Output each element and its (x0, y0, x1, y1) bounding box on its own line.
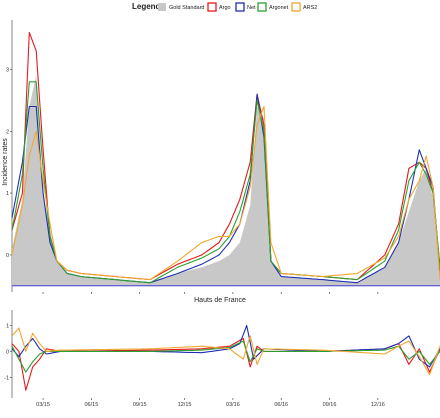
x-tick-label: 09/16 (323, 402, 337, 408)
residual-panel: -1 0 1 03/15 06/15 09/15 12/15 03/16 06/16 09/16 1… (4, 310, 440, 408)
legend-label: Argo (219, 5, 231, 11)
x-tick-label: 12/15 (178, 402, 192, 408)
x-tick-label: 03/15 (36, 402, 50, 408)
series-area-gold-standard (12, 75, 440, 286)
y-tick-label: 1 (6, 324, 9, 330)
legend-swatch (207, 2, 217, 12)
main-panel: 0 1 2 3 (6, 20, 440, 294)
legend-label: Argonet (269, 5, 289, 11)
y-tick-label: -1 (4, 375, 9, 381)
y-tick-label: 3 (6, 67, 9, 73)
series-line-argonet (11, 340, 440, 373)
y-axis-label: Incidence rates (2, 138, 9, 186)
legend-item-gold-standard: Gold Standard (158, 3, 204, 11)
y-tick-label: 0 (6, 253, 9, 259)
x-tick-label: 06/15 (85, 402, 99, 408)
x-tick-label: 09/15 (133, 402, 147, 408)
series-line-argo (11, 337, 440, 391)
x-axis-label: Hauts de France (194, 297, 246, 304)
series-line-argo (11, 31, 440, 281)
legend-swatch (291, 2, 301, 12)
legend-label: ARS2 (303, 5, 317, 11)
legend: Legend Gold Standard Argo Net Argonet ARS2 (132, 2, 317, 12)
x-tick-label: 03/16 (226, 402, 240, 408)
legend-swatch (158, 3, 166, 11)
series-line-ars2 (11, 105, 440, 281)
legend-item-net: Net (235, 2, 256, 12)
legend-item-argo: Argo (207, 2, 231, 12)
legend-items: Gold Standard Argo Net Argonet ARS2 (158, 2, 317, 12)
legend-item-argonet: Argonet (257, 2, 289, 12)
legend-item-ars2: ARS2 (291, 2, 317, 12)
y-tick-label: 2 (6, 129, 9, 135)
legend-title: Legend (132, 2, 161, 11)
series-line-net (11, 93, 440, 284)
x-tick-label: 06/16 (274, 402, 288, 408)
legend-label: Net (247, 5, 256, 11)
legend-swatch (235, 2, 245, 12)
x-tick-label: 12/16 (371, 402, 385, 408)
series-line-ars2 (11, 327, 440, 376)
y-tick-label: 1 (6, 191, 9, 197)
legend-swatch (257, 2, 267, 12)
series-line-argonet (11, 81, 440, 284)
y-tick-label: 0 (6, 349, 9, 355)
legend-label: Gold Standard (169, 5, 204, 11)
